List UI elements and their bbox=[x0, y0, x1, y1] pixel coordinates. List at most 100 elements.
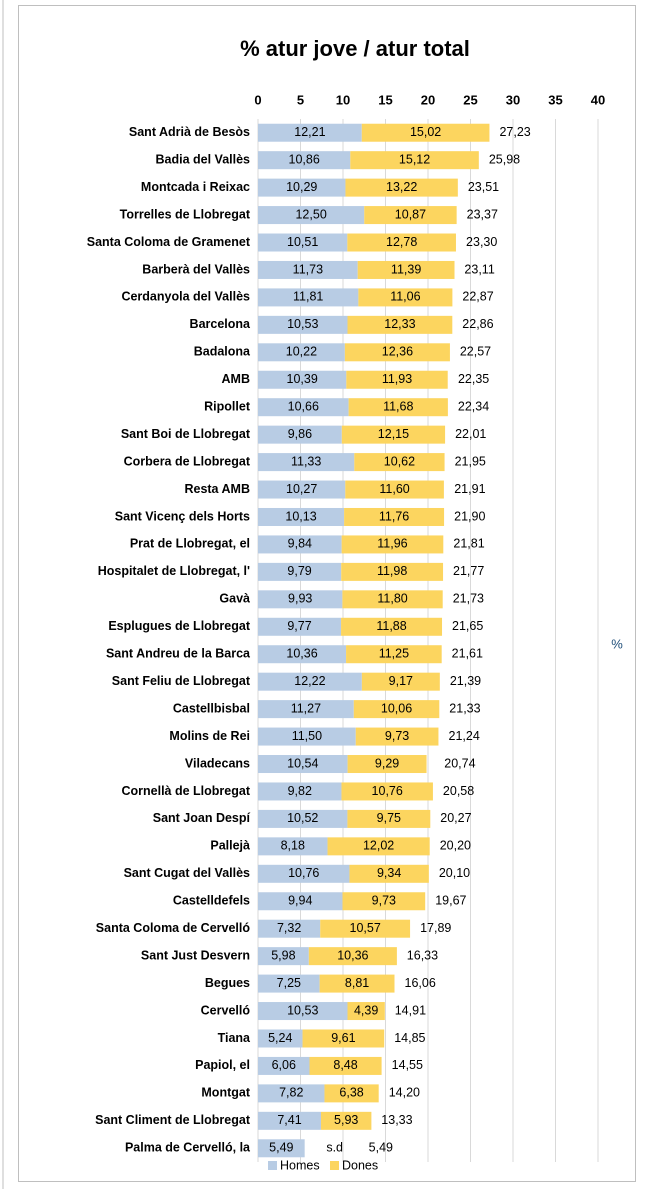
category-label: Santa Coloma de Cervelló bbox=[96, 921, 251, 935]
value-label: 5,93 bbox=[334, 1113, 358, 1127]
value-label: 12,21 bbox=[294, 125, 325, 139]
category-label: Montgat bbox=[201, 1086, 250, 1100]
category-label: Begues bbox=[205, 976, 250, 990]
bar-segment bbox=[258, 617, 342, 636]
total-label: 27,23 bbox=[499, 125, 530, 139]
bar-segment bbox=[258, 260, 358, 279]
bar-segment bbox=[258, 892, 343, 911]
value-label: 12,15 bbox=[378, 427, 409, 441]
value-label: 11,93 bbox=[382, 372, 412, 386]
bar-segment bbox=[258, 919, 321, 938]
category-label: Prat de Llobregat, el bbox=[130, 537, 250, 551]
value-label: 10,62 bbox=[384, 454, 415, 468]
category-label: Gavà bbox=[219, 592, 250, 606]
value-label: 12,02 bbox=[363, 839, 394, 853]
value-label: 5,24 bbox=[268, 1031, 292, 1045]
total-label: 23,51 bbox=[468, 180, 499, 194]
category-label: Pallejà bbox=[210, 839, 250, 853]
bar-segment bbox=[324, 1084, 379, 1103]
value-label: 10,76 bbox=[288, 866, 319, 880]
x-tick-label: 10 bbox=[336, 92, 350, 107]
total-label: 22,57 bbox=[460, 345, 491, 359]
bar-segment bbox=[258, 562, 342, 581]
bar-segment bbox=[320, 919, 411, 938]
value-label: 11,88 bbox=[376, 619, 406, 633]
bar-segment bbox=[258, 315, 348, 334]
bar-segment bbox=[344, 507, 445, 526]
bar-segment bbox=[258, 782, 342, 801]
bar-segment bbox=[258, 1111, 321, 1130]
bar-segment bbox=[258, 206, 365, 225]
value-label: 11,98 bbox=[377, 564, 407, 578]
bar-segment bbox=[302, 1029, 385, 1048]
x-tick-label: 35 bbox=[548, 92, 562, 107]
category-label: Resta AMB bbox=[184, 482, 250, 496]
category-label: Sant Cugat del Vallès bbox=[124, 866, 250, 880]
total-label: 21,65 bbox=[452, 619, 483, 633]
bar-segment bbox=[258, 672, 362, 691]
bar-segment bbox=[258, 1056, 310, 1075]
bar-segment bbox=[364, 206, 457, 225]
category-label: Cerdanyola del Vallès bbox=[121, 290, 250, 304]
value-label: 10,36 bbox=[286, 647, 317, 661]
value-label: 9,77 bbox=[287, 619, 311, 633]
bar-segment bbox=[319, 974, 395, 993]
total-label: 21,81 bbox=[453, 537, 484, 551]
x-tick-label: 30 bbox=[506, 92, 520, 107]
total-label: 5,49 bbox=[369, 1141, 393, 1155]
bar-segment bbox=[258, 151, 351, 170]
value-label: 8,48 bbox=[333, 1058, 357, 1072]
bar-segment bbox=[341, 425, 446, 444]
bar-segment bbox=[258, 370, 347, 389]
value-label: 10,27 bbox=[286, 482, 317, 496]
total-label: 14,55 bbox=[392, 1058, 423, 1072]
bar-segment bbox=[258, 178, 346, 197]
bar-segment bbox=[327, 837, 430, 856]
category-label: Ripollet bbox=[204, 399, 251, 413]
value-label: 10,87 bbox=[395, 207, 426, 221]
value-label: 10,57 bbox=[350, 921, 381, 935]
x-tick-label: 25 bbox=[463, 92, 477, 107]
value-label: 11,73 bbox=[293, 262, 323, 276]
legend-swatch bbox=[330, 1161, 339, 1170]
category-label: Sant Climent de Llobregat bbox=[95, 1113, 251, 1127]
total-label: 20,74 bbox=[444, 756, 475, 770]
total-label: 20,10 bbox=[439, 866, 470, 880]
value-label: 9,75 bbox=[377, 811, 401, 825]
bar-segment bbox=[258, 1084, 325, 1103]
bar-segment bbox=[361, 123, 490, 142]
total-label: 21,95 bbox=[455, 454, 486, 468]
bar-segment bbox=[258, 425, 342, 444]
bar-segment bbox=[258, 864, 350, 883]
x-tick-label: 5 bbox=[297, 92, 304, 107]
total-label: 23,37 bbox=[467, 207, 498, 221]
value-label: 9,86 bbox=[288, 427, 312, 441]
total-label: 22,35 bbox=[458, 372, 489, 386]
total-label: 19,67 bbox=[435, 894, 466, 908]
value-label: 9,93 bbox=[288, 592, 312, 606]
category-label: Corbera de Llobregat bbox=[124, 454, 251, 468]
category-label: Barberà del Vallès bbox=[142, 262, 250, 276]
value-label: 15,02 bbox=[410, 125, 441, 139]
value-label: 9,73 bbox=[372, 894, 396, 908]
value-label: 10,52 bbox=[287, 811, 318, 825]
bar-segment bbox=[258, 727, 356, 746]
value-label: 4,39 bbox=[354, 1003, 378, 1017]
bar-segment bbox=[361, 672, 440, 691]
category-label: Cervelló bbox=[201, 1003, 251, 1017]
value-label: 10,39 bbox=[287, 372, 318, 386]
value-label: 11,25 bbox=[379, 647, 409, 661]
legend-swatch bbox=[268, 1161, 277, 1170]
bar-segment bbox=[348, 398, 448, 417]
total-label: 25,98 bbox=[489, 152, 520, 166]
bar-segment bbox=[258, 947, 309, 966]
bar-segment bbox=[358, 288, 453, 307]
total-label: 20,58 bbox=[443, 784, 474, 798]
category-label: Castellbisbal bbox=[173, 701, 250, 715]
value-label: 8,18 bbox=[281, 839, 305, 853]
category-label: Badalona bbox=[194, 345, 251, 359]
category-label: Sant Feliu de Llobregat bbox=[112, 674, 251, 688]
legend-label: Dones bbox=[342, 1158, 378, 1172]
value-label: 9,17 bbox=[389, 674, 413, 688]
